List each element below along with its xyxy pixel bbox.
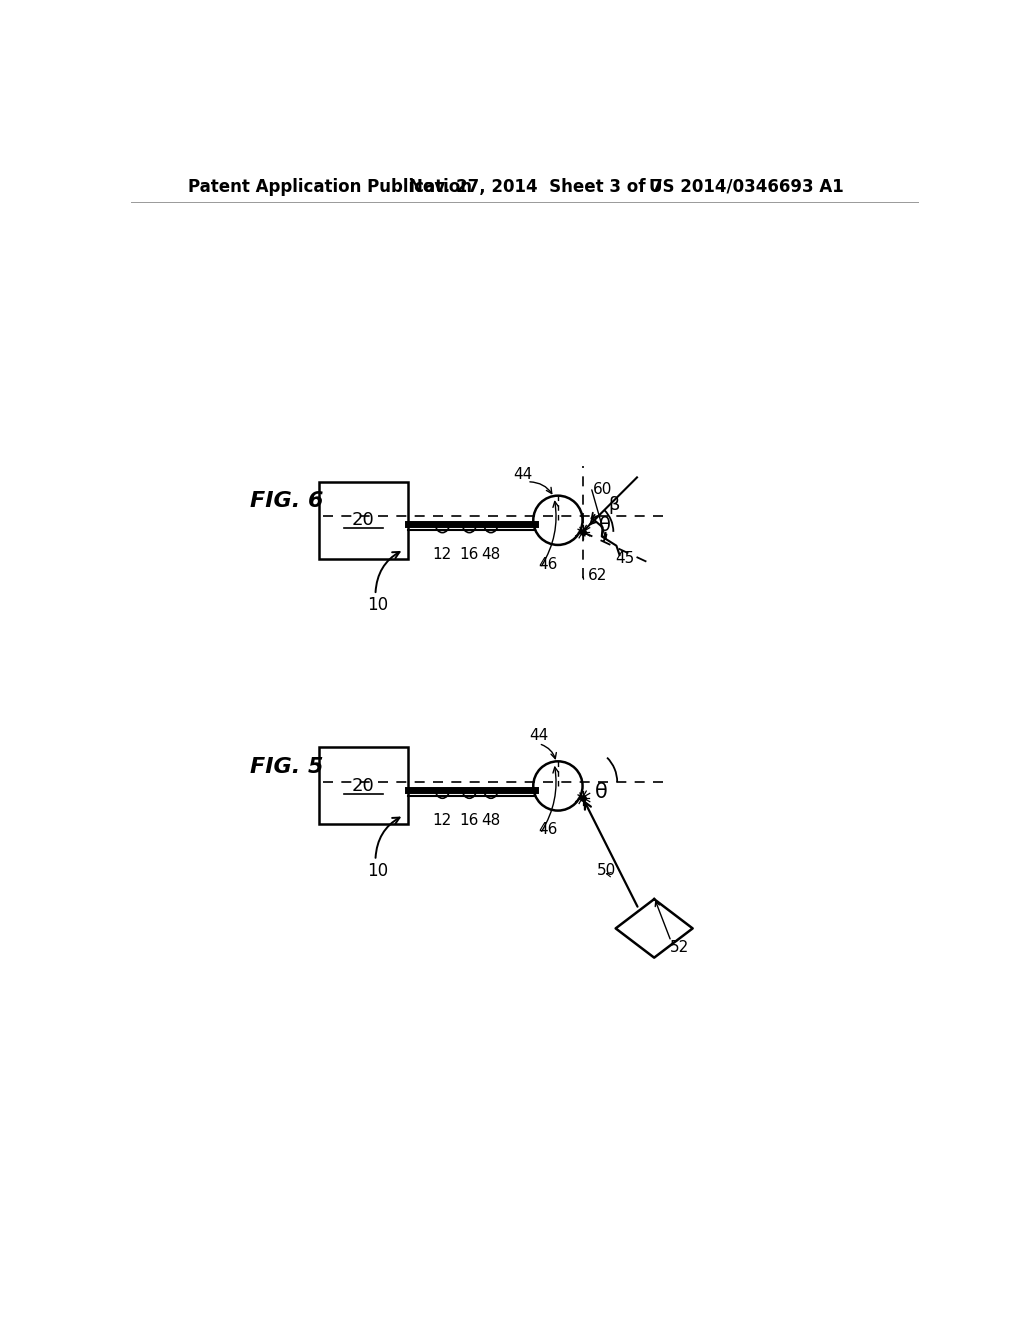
Text: 50: 50: [596, 863, 615, 878]
Text: β: β: [608, 496, 620, 513]
Text: US 2014/0346693 A1: US 2014/0346693 A1: [649, 178, 844, 195]
Text: 12: 12: [433, 813, 452, 828]
Text: 62: 62: [588, 568, 607, 583]
Text: 46: 46: [539, 557, 558, 572]
Text: 46: 46: [539, 822, 558, 837]
Text: 44: 44: [514, 466, 532, 482]
Text: 12: 12: [433, 548, 452, 562]
Bar: [319, 482, 408, 558]
Text: FIG. 6: FIG. 6: [250, 491, 324, 511]
Text: 10: 10: [367, 597, 388, 614]
Text: 20: 20: [352, 777, 375, 795]
Bar: [319, 747, 408, 825]
Text: 45: 45: [615, 552, 635, 566]
Text: 10: 10: [367, 862, 388, 879]
Text: θ: θ: [595, 783, 607, 803]
Text: 48: 48: [481, 813, 501, 828]
Text: Nov. 27, 2014  Sheet 3 of 7: Nov. 27, 2014 Sheet 3 of 7: [410, 178, 664, 195]
Text: Patent Application Publication: Patent Application Publication: [188, 178, 472, 195]
Text: 16: 16: [460, 548, 479, 562]
Text: FIG. 5: FIG. 5: [250, 756, 324, 776]
Text: 44: 44: [529, 729, 548, 743]
Text: 52: 52: [670, 940, 689, 956]
Text: 60: 60: [593, 482, 612, 498]
Text: 20: 20: [352, 511, 375, 529]
Text: 48: 48: [481, 548, 501, 562]
Text: 16: 16: [460, 813, 479, 828]
Text: θ: θ: [599, 516, 610, 535]
